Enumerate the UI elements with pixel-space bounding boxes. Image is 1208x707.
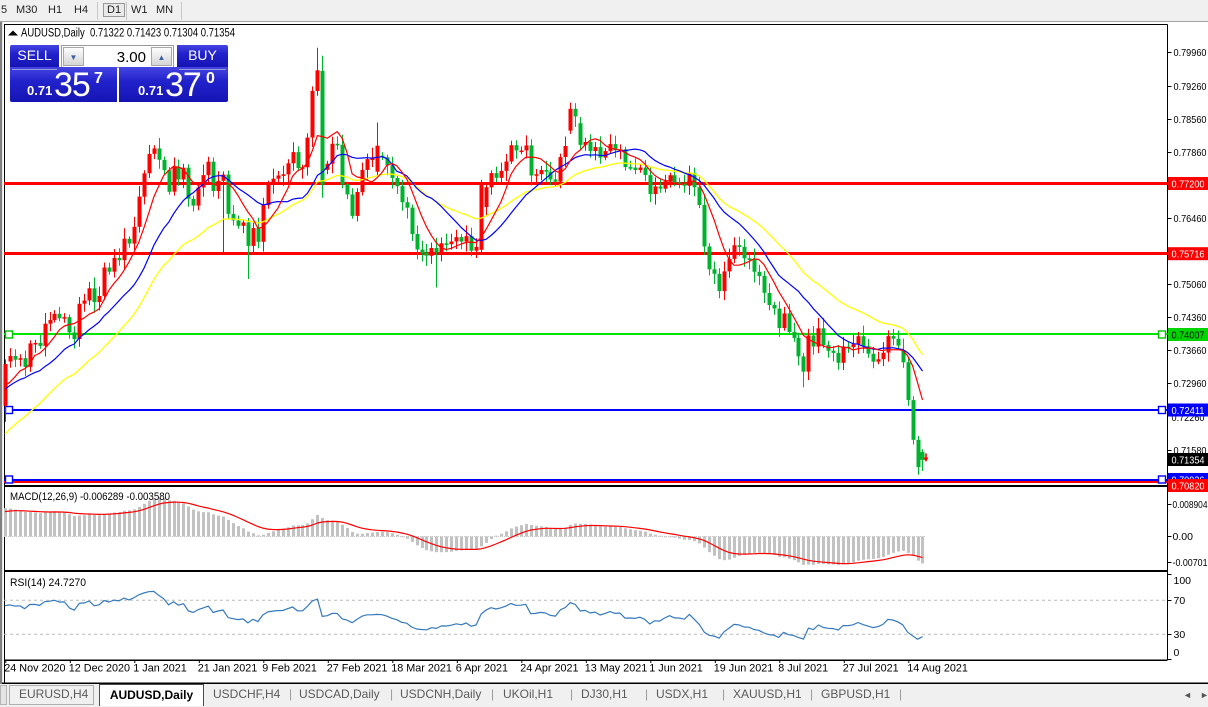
svg-text:0.00: 0.00 <box>1173 531 1194 543</box>
svg-text:30: 30 <box>1174 629 1186 641</box>
svg-text:0.71354: 0.71354 <box>1172 455 1205 467</box>
svg-text:0.72960: 0.72960 <box>1174 378 1207 390</box>
svg-text:RSI(14) 24.7270: RSI(14) 24.7270 <box>10 577 86 589</box>
svg-text:MACD(12,26,9) -0.006289 -0.003: MACD(12,26,9) -0.006289 -0.003580 <box>10 491 170 503</box>
svg-text:27 Feb 2021: 27 Feb 2021 <box>327 663 388 675</box>
svg-text:9 Feb 2021: 9 Feb 2021 <box>262 663 317 675</box>
svg-text:0.77200: 0.77200 <box>1172 179 1205 191</box>
svg-text:27 Jul 2021: 27 Jul 2021 <box>843 663 899 675</box>
svg-text:19 Jun 2021: 19 Jun 2021 <box>714 663 773 675</box>
svg-text:0.77860: 0.77860 <box>1174 147 1207 159</box>
svg-text:0.79260: 0.79260 <box>1174 81 1207 93</box>
svg-text:18 Mar 2021: 18 Mar 2021 <box>391 663 452 675</box>
svg-text:0.78560: 0.78560 <box>1174 114 1207 126</box>
svg-text:8 Jul 2021: 8 Jul 2021 <box>778 663 828 675</box>
svg-text:21 Jan 2021: 21 Jan 2021 <box>198 663 257 675</box>
svg-text:0.74007: 0.74007 <box>1172 330 1205 342</box>
svg-text:0.75060: 0.75060 <box>1174 279 1207 291</box>
svg-text:14 Aug 2021: 14 Aug 2021 <box>907 663 968 675</box>
svg-text:0.73660: 0.73660 <box>1174 345 1207 357</box>
svg-text:1 Jun 2021: 1 Jun 2021 <box>649 663 702 675</box>
svg-text:0.76460: 0.76460 <box>1174 213 1207 225</box>
svg-text:1 Jan 2021: 1 Jan 2021 <box>133 663 186 675</box>
svg-text:24 Apr 2021: 24 Apr 2021 <box>520 663 578 675</box>
svg-text:70: 70 <box>1174 595 1186 607</box>
svg-text:6 Apr 2021: 6 Apr 2021 <box>456 663 508 675</box>
svg-text:13 May 2021: 13 May 2021 <box>585 663 647 675</box>
svg-text:0.74360: 0.74360 <box>1174 312 1207 324</box>
svg-text:0: 0 <box>1174 647 1180 659</box>
svg-text:0.008904: 0.008904 <box>1173 499 1208 511</box>
svg-text:-0.00701: -0.00701 <box>1173 557 1208 569</box>
svg-text:0.75716: 0.75716 <box>1172 249 1205 261</box>
svg-text:AUDUSD,Daily 0.71322 0.71423: AUDUSD,Daily 0.71322 0.71423 0.71304 0.7… <box>21 28 235 40</box>
svg-text:100: 100 <box>1174 575 1192 587</box>
svg-text:0.79960: 0.79960 <box>1174 47 1207 59</box>
svg-text:0.72411: 0.72411 <box>1172 405 1205 417</box>
svg-text:12 Dec 2020: 12 Dec 2020 <box>69 663 130 675</box>
svg-text:0.70820: 0.70820 <box>1172 481 1205 493</box>
svg-text:24 Nov 2020: 24 Nov 2020 <box>4 663 65 675</box>
